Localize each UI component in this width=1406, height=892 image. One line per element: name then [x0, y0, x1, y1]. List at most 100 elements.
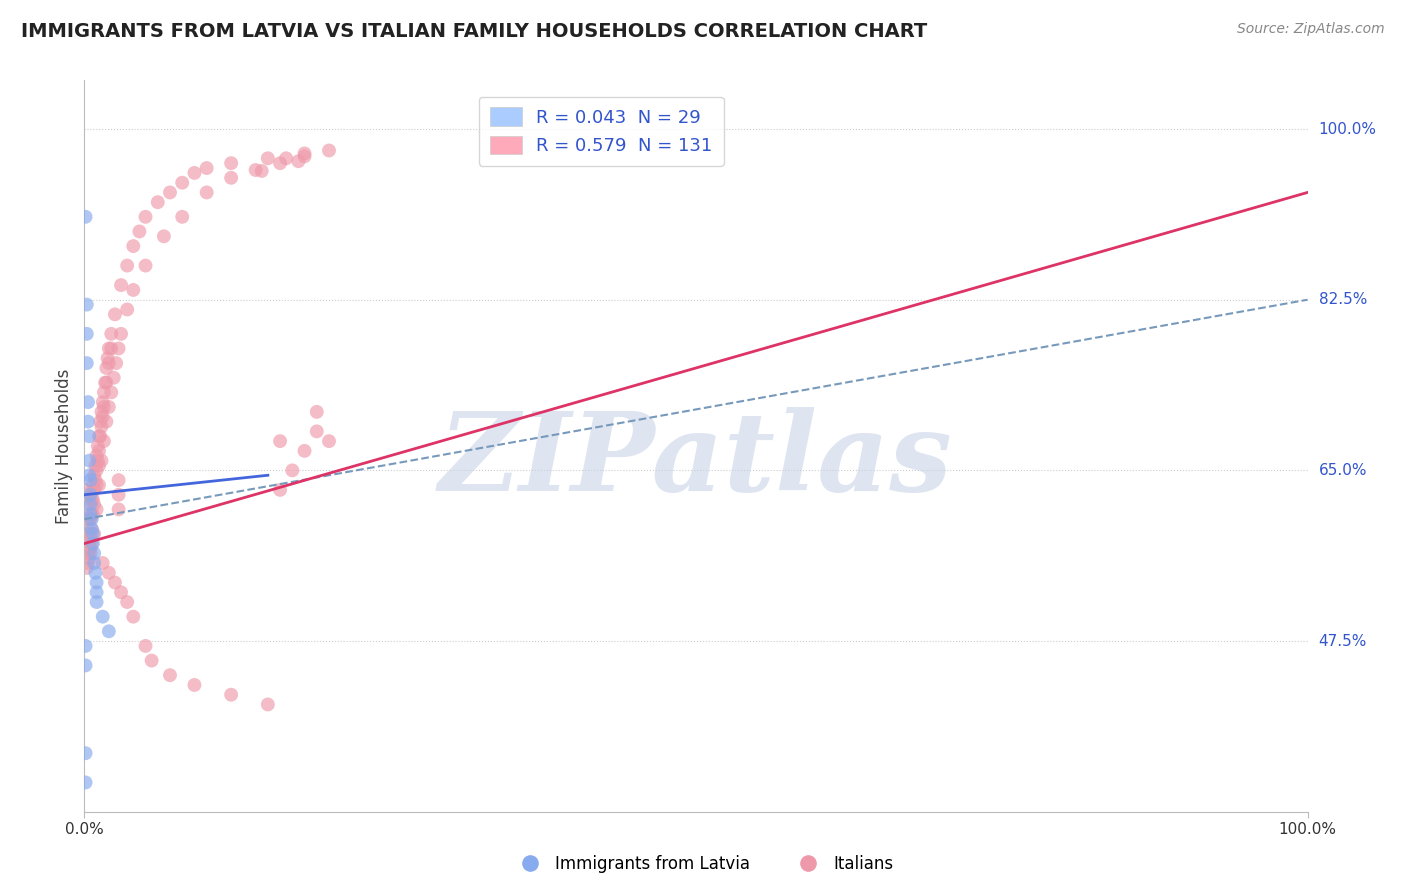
Point: [97, 566, 120, 580]
Point: [122, 609, 145, 624]
Text: Source: ZipAtlas.com: Source: ZipAtlas.com: [1237, 22, 1385, 37]
Point: [86, 449, 108, 463]
Point: [77, 468, 100, 483]
Point: [104, 307, 127, 321]
Point: [87, 478, 110, 492]
Point: [79, 508, 101, 522]
Point: [80, 492, 103, 507]
Point: [96, 376, 118, 390]
Point: [318, 144, 340, 158]
Text: 100.0%: 100.0%: [1319, 121, 1376, 136]
Point: [91, 609, 114, 624]
Point: [75, 858, 97, 872]
Point: [77, 536, 100, 550]
Point: [77, 512, 100, 526]
Text: ZIPatlas: ZIPatlas: [439, 407, 953, 515]
Point: [195, 186, 218, 200]
Point: [294, 146, 316, 161]
Point: [100, 326, 122, 341]
Point: [87, 453, 110, 467]
Point: [141, 654, 163, 668]
Point: [87, 458, 110, 473]
Point: [90, 405, 112, 419]
Point: [76, 326, 98, 341]
Point: [83, 546, 105, 560]
Point: [100, 385, 122, 400]
Point: [80, 888, 103, 892]
Point: [77, 429, 100, 443]
Point: [93, 434, 115, 449]
Point: [83, 468, 105, 483]
Point: [76, 297, 98, 311]
Point: [77, 541, 100, 556]
Point: [75, 775, 97, 789]
Point: [77, 512, 100, 526]
Point: [100, 342, 122, 356]
Point: [135, 210, 157, 224]
Point: [107, 473, 129, 487]
Point: [76, 356, 98, 370]
Point: [79, 546, 101, 560]
Point: [107, 502, 129, 516]
Point: [75, 868, 97, 882]
Point: [97, 624, 120, 639]
Point: [90, 419, 112, 434]
Point: [91, 556, 114, 570]
Point: [86, 478, 108, 492]
Point: [82, 536, 104, 550]
Point: [79, 541, 101, 556]
Point: [183, 678, 205, 692]
Text: 47.5%: 47.5%: [1319, 633, 1367, 648]
Point: [97, 342, 120, 356]
Point: [91, 409, 114, 424]
Point: [76, 546, 98, 560]
Point: [97, 351, 120, 366]
Point: [97, 400, 120, 414]
Point: [115, 595, 138, 609]
Point: [159, 668, 181, 682]
Point: [82, 492, 104, 507]
Point: [79, 512, 101, 526]
Point: [294, 443, 316, 458]
Point: [77, 395, 100, 409]
Point: [257, 151, 280, 165]
Point: [80, 508, 103, 522]
Point: [135, 639, 157, 653]
Point: [276, 151, 298, 165]
Point: [87, 429, 110, 443]
Point: [90, 453, 112, 467]
Point: [86, 585, 108, 599]
Point: [105, 356, 128, 370]
Point: [89, 415, 111, 429]
Point: [77, 526, 100, 541]
Point: [79, 532, 101, 546]
Point: [77, 453, 100, 467]
Point: [75, 658, 97, 673]
Point: [269, 483, 291, 497]
Point: [115, 259, 138, 273]
Point: [82, 478, 104, 492]
Text: IMMIGRANTS FROM LATVIA VS ITALIAN FAMILY HOUSEHOLDS CORRELATION CHART: IMMIGRANTS FROM LATVIA VS ITALIAN FAMILY…: [21, 22, 928, 41]
Point: [135, 259, 157, 273]
Point: [77, 526, 100, 541]
Point: [77, 498, 100, 512]
Point: [87, 443, 110, 458]
Point: [79, 498, 101, 512]
Point: [76, 488, 98, 502]
Point: [96, 415, 118, 429]
Point: [79, 488, 101, 502]
Point: [146, 195, 169, 210]
Point: [103, 370, 125, 384]
Point: [75, 746, 97, 760]
Point: [76, 512, 98, 526]
Point: [75, 639, 97, 653]
Point: [269, 156, 291, 170]
Point: [172, 176, 194, 190]
Point: [93, 385, 115, 400]
Point: [96, 361, 118, 376]
Point: [84, 473, 107, 487]
Point: [122, 239, 145, 253]
Text: 65.0%: 65.0%: [1319, 463, 1367, 478]
Point: [80, 536, 103, 550]
Point: [257, 698, 280, 712]
